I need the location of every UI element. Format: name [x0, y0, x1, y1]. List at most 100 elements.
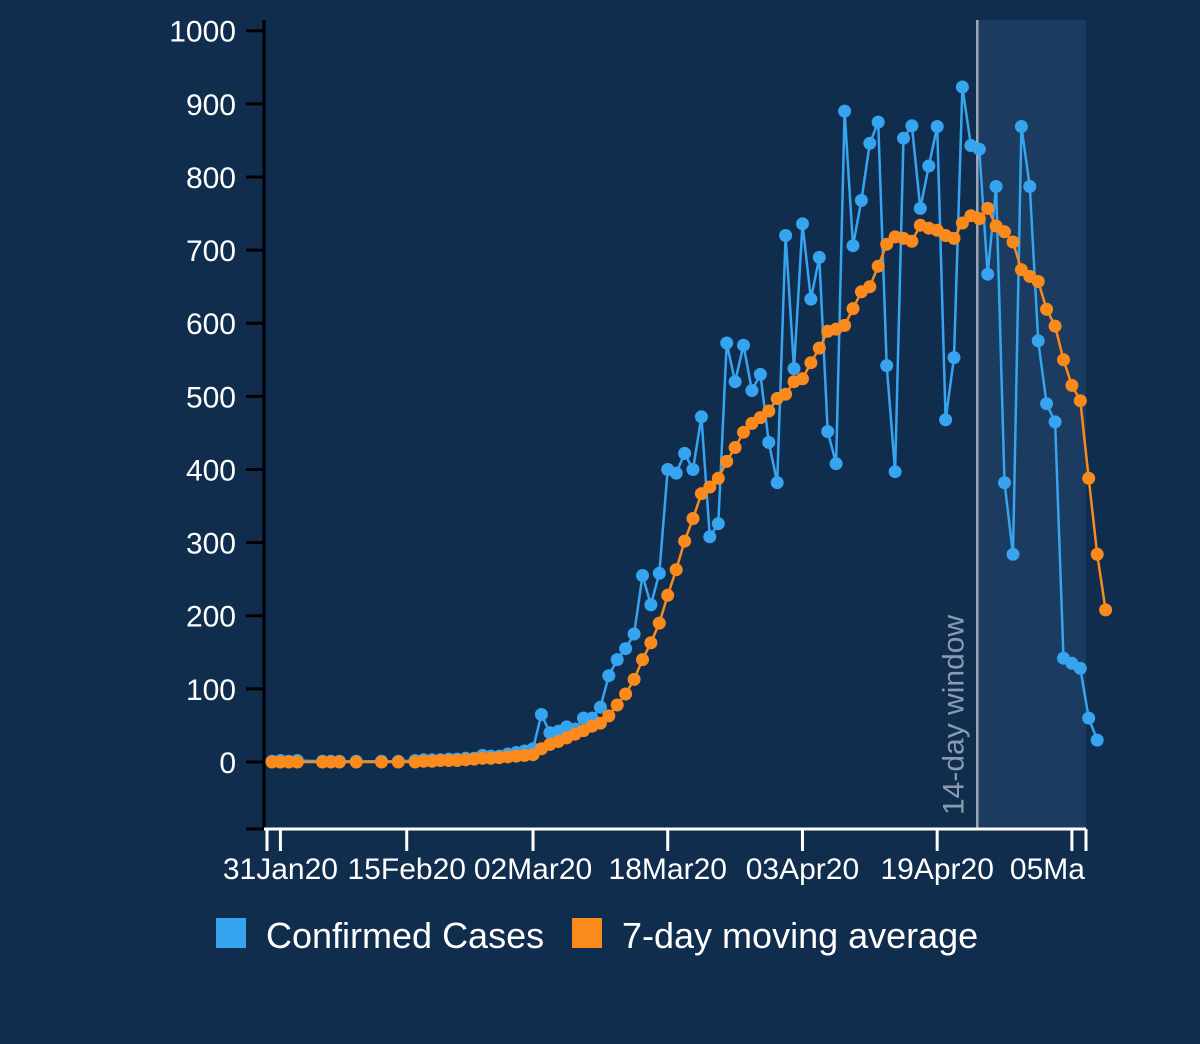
x-tick-label: 15Feb20 — [348, 853, 466, 886]
data-point — [854, 193, 868, 207]
data-point — [1040, 302, 1054, 316]
data-point — [829, 457, 843, 471]
legend-swatch — [216, 918, 246, 948]
data-point — [636, 653, 649, 667]
data-point — [703, 530, 717, 544]
data-point — [998, 476, 1011, 490]
data-point — [720, 336, 734, 350]
x-tick-label: 05Ma — [1010, 853, 1085, 886]
data-point — [779, 229, 793, 242]
data-point — [796, 217, 809, 231]
data-point — [703, 480, 717, 494]
data-point — [762, 435, 776, 449]
data-point — [1031, 275, 1045, 288]
data-point — [972, 212, 986, 226]
data-point — [610, 698, 624, 712]
data-point — [812, 250, 826, 264]
data-point — [1006, 235, 1020, 249]
data-point — [838, 318, 852, 332]
data-point — [627, 627, 641, 641]
data-point — [955, 216, 969, 230]
data-point — [686, 512, 700, 525]
data-point — [711, 517, 725, 531]
data-point — [787, 362, 801, 376]
data-point — [863, 280, 877, 294]
data-point — [955, 80, 969, 94]
data-point — [652, 616, 666, 630]
data-point — [619, 687, 633, 701]
data-point — [1099, 603, 1113, 617]
axes-layer: 0 100 200 300 400 500 600 700 800 900 1000 31Jan20 1… — [169, 16, 1088, 886]
data-point — [737, 425, 750, 439]
data-point — [686, 463, 700, 476]
data-point — [644, 636, 658, 650]
data-point — [846, 239, 860, 253]
data-point — [694, 410, 708, 424]
x-tick-label: 03Apr20 — [746, 853, 859, 886]
data-point — [846, 302, 860, 316]
data-point — [880, 359, 894, 373]
data-point — [998, 225, 1011, 239]
data-point — [391, 755, 405, 769]
y-tick-label: 600 — [186, 308, 236, 341]
y-tick-label: 400 — [186, 454, 236, 487]
data-point — [1048, 415, 1062, 429]
y-tick-label: 1000 — [169, 16, 236, 49]
data-point — [1082, 471, 1096, 485]
data-point — [602, 669, 616, 683]
x-tick-label: 31Jan20 — [223, 853, 338, 886]
data-point — [753, 367, 767, 381]
data-point — [930, 120, 944, 133]
data-point — [804, 292, 818, 306]
x-tick-label: 19Apr20 — [880, 853, 993, 886]
data-point — [728, 375, 742, 389]
data-point — [602, 709, 616, 723]
data-point — [981, 267, 995, 281]
data-point — [947, 231, 961, 245]
data-point — [1006, 547, 1020, 561]
data-point — [897, 131, 910, 145]
data-point — [821, 425, 835, 438]
y-tick-label: 800 — [186, 162, 236, 195]
data-point — [349, 755, 363, 769]
y-tick-label: 100 — [186, 674, 236, 707]
window-layer: 14-day window — [937, 20, 1086, 829]
data-point — [880, 237, 894, 251]
data-point — [1023, 180, 1037, 193]
data-point — [989, 180, 1003, 193]
data-point — [812, 341, 826, 355]
data-point — [1048, 319, 1062, 333]
data-point — [745, 384, 759, 397]
data-point — [947, 351, 961, 365]
y-tick-label: 500 — [186, 381, 236, 414]
data-point — [972, 142, 986, 156]
data-point — [1082, 711, 1096, 725]
data-point — [762, 404, 776, 418]
data-point — [644, 598, 658, 612]
data-point — [1090, 733, 1104, 747]
data-point — [661, 588, 675, 602]
data-point — [619, 642, 633, 656]
data-point — [922, 159, 936, 173]
legend-label: Confirmed Cases — [266, 915, 544, 956]
data-point — [375, 755, 388, 769]
data-point — [728, 441, 742, 454]
data-point — [871, 115, 885, 129]
data-point — [905, 119, 919, 133]
legend-swatch — [572, 918, 602, 948]
data-point — [1073, 394, 1087, 408]
data-point — [1057, 353, 1070, 367]
data-point — [981, 201, 995, 215]
y-tick-label: 200 — [186, 601, 236, 634]
data-point — [720, 454, 734, 468]
y-tick-label: 0 — [219, 747, 236, 780]
legend-layer: Confirmed Cases 7-day moving average — [216, 915, 978, 956]
data-point — [593, 700, 607, 714]
window-shade — [977, 20, 1086, 829]
data-point — [678, 534, 692, 548]
data-point — [669, 466, 683, 480]
y-tick-label: 700 — [186, 235, 236, 268]
data-point — [939, 413, 953, 427]
data-point — [290, 755, 304, 769]
data-point — [1065, 378, 1079, 392]
